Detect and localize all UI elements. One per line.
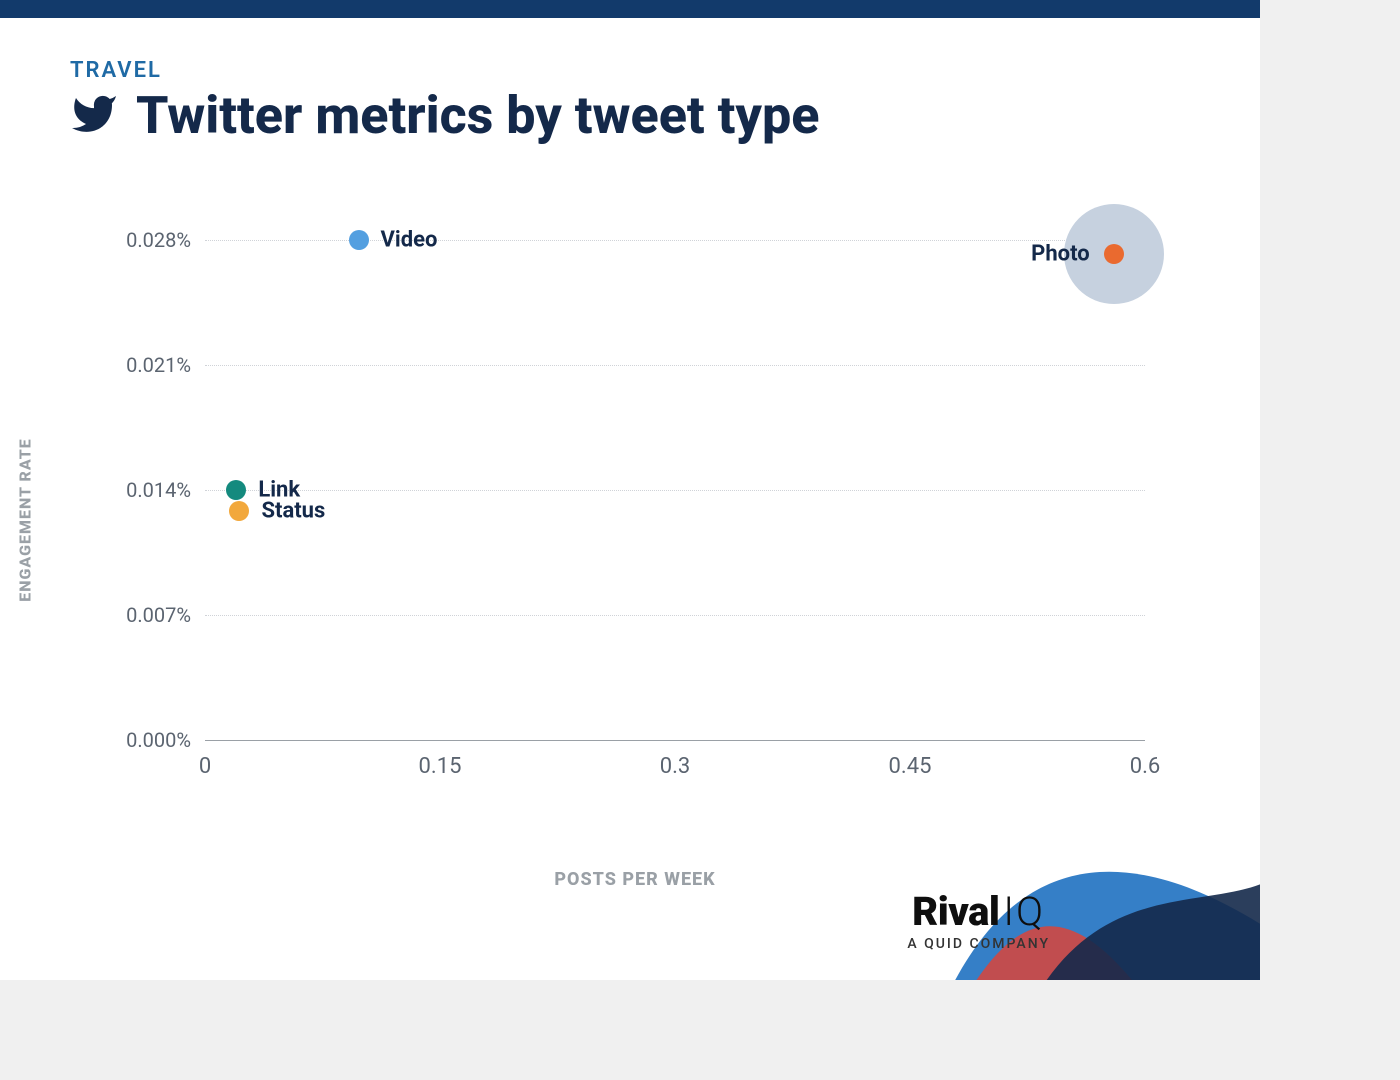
data-point — [1104, 244, 1124, 264]
header: TRAVEL Twitter metrics by tweet type — [0, 18, 1260, 154]
x-tick-label: 0.45 — [889, 740, 932, 779]
data-point-label: Video — [381, 228, 438, 253]
logo-bold: Rival — [912, 888, 999, 935]
gridline — [205, 615, 1145, 616]
chart-card: TRAVEL Twitter metrics by tweet type ENG… — [0, 0, 1260, 980]
gridline — [205, 365, 1145, 366]
page-title: Twitter metrics by tweet type — [136, 89, 819, 144]
x-tick-label: 0.15 — [419, 740, 462, 779]
data-point-label: Photo — [1031, 242, 1090, 267]
y-tick-label: 0.000% — [126, 728, 205, 752]
scatter-chart: ENGAGEMENT RATE 0.000%0.007%0.014%0.021%… — [95, 240, 1175, 800]
top-bar — [0, 0, 1260, 18]
x-axis-label: POSTS PER WEEK — [554, 869, 715, 890]
data-point — [226, 480, 246, 500]
y-tick-label: 0.014% — [126, 478, 205, 502]
gridline — [205, 490, 1145, 491]
data-point-label: Status — [261, 499, 325, 524]
eyebrow-label: TRAVEL — [70, 58, 1190, 83]
x-tick-label: 0.3 — [660, 740, 691, 779]
gridline — [205, 240, 1145, 241]
y-tick-label: 0.007% — [126, 603, 205, 627]
twitter-icon — [70, 90, 118, 142]
data-point — [349, 230, 369, 250]
y-tick-label: 0.028% — [126, 228, 205, 252]
y-axis-label: ENGAGEMENT RATE — [16, 438, 35, 601]
data-point — [229, 501, 249, 521]
y-tick-label: 0.021% — [126, 353, 205, 377]
brand-logo: RivalIQ A QUID COMPANY — [907, 892, 1050, 952]
logo-thin: IQ — [1003, 888, 1045, 935]
logo-subtitle: A QUID COMPANY — [907, 936, 1050, 952]
plot-area: 0.000%0.007%0.014%0.021%0.028%00.150.30.… — [205, 240, 1145, 740]
x-tick-label: 0 — [199, 740, 211, 779]
x-tick-label: 0.6 — [1130, 740, 1161, 779]
